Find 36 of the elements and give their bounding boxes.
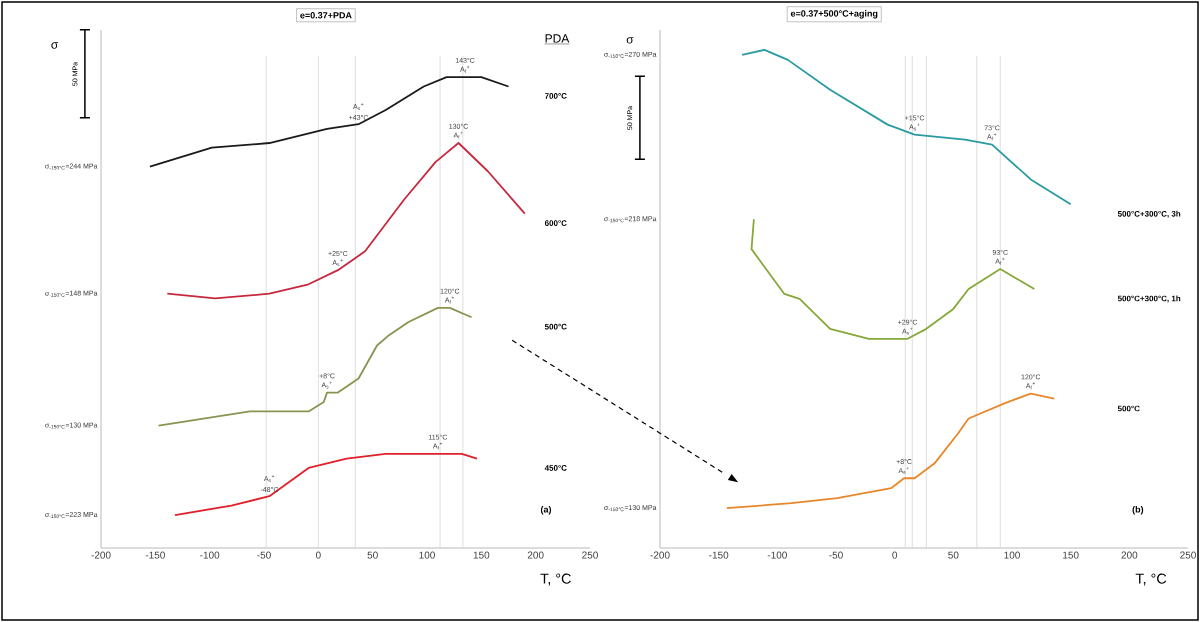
x-tick-label: -50 xyxy=(257,551,271,559)
chart-title: e=0.37+PDA xyxy=(300,12,352,19)
text: 700°C xyxy=(544,93,567,99)
x-tick-label: 150 xyxy=(473,551,490,559)
x-tick-label: -100 xyxy=(200,551,220,559)
x-tick-label: -200 xyxy=(650,551,670,559)
x-tick-label: 100 xyxy=(1004,551,1020,559)
text: 500°C+300°C, 3h xyxy=(1117,210,1181,218)
x-tick-label: 0 xyxy=(315,551,321,559)
legend-title: PDA xyxy=(545,34,570,43)
annotation: (b) xyxy=(1132,505,1144,515)
x-tick-label: -150 xyxy=(145,551,165,559)
text: 500°C xyxy=(544,323,567,330)
x-axis-title: T, °C xyxy=(1135,573,1167,586)
x-tick-label: -50 xyxy=(829,551,843,559)
x-tick-label: 250 xyxy=(1180,551,1196,559)
x-axis-title: T, °C xyxy=(540,573,571,586)
x-tick-label: -200 xyxy=(91,551,111,559)
x-tick-label: 100 xyxy=(419,551,435,559)
x-tick-label: 50 xyxy=(948,551,959,559)
x-tick-label: 200 xyxy=(527,551,544,559)
x-tick-label: 0 xyxy=(892,551,898,559)
x-tick-label: -100 xyxy=(767,551,787,559)
text: 450°C xyxy=(544,465,567,471)
text: 600°C xyxy=(544,220,567,226)
y-axis-title: σ xyxy=(626,37,634,44)
x-tick-label: 50 xyxy=(367,551,378,559)
x-tick-label: 150 xyxy=(1063,551,1079,559)
chart-title: e=0.37+500°C+aging xyxy=(790,10,878,19)
x-tick-label: 250 xyxy=(582,551,598,559)
y-axis-title: σ xyxy=(51,42,59,49)
annotation: (a) xyxy=(540,505,552,515)
x-tick-label: -150 xyxy=(709,551,729,559)
text: 500°C+300°C, 1h xyxy=(1117,295,1181,303)
x-tick-label: 200 xyxy=(1121,551,1138,559)
text: 500°C xyxy=(1117,405,1140,412)
